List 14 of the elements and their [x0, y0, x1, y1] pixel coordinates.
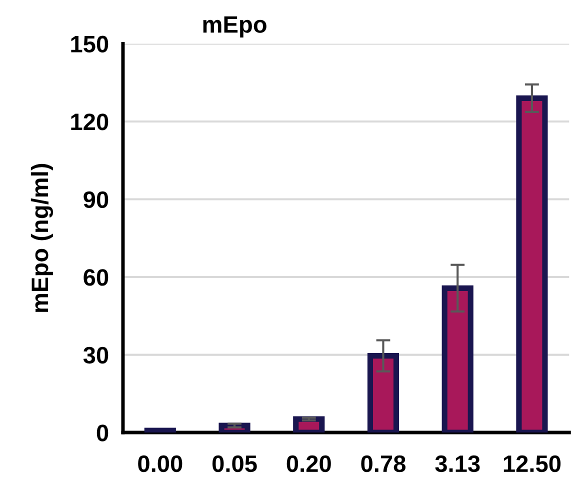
x-tick-label: 12.50 [504, 455, 561, 472]
x-tick-label: 0.05 [212, 455, 257, 472]
y-tick-label: 120 [71, 114, 108, 130]
y-tick-label: 30 [83, 346, 108, 364]
x-tick-label: 0.00 [138, 455, 182, 472]
y-tick-label: 60 [84, 269, 108, 286]
y-tick-label: 150 [71, 36, 108, 53]
y-tick-label: 0 [96, 424, 108, 442]
x-tick-label: 0.78 [361, 455, 406, 472]
x-tick-label: 0.20 [286, 455, 331, 472]
x-tick-label: 3.13 [435, 455, 480, 472]
y-axis-title: mEpo (ng/ml) [30, 164, 54, 312]
chart-title: mEpo [203, 16, 266, 38]
y-tick-label: 90 [84, 191, 108, 208]
